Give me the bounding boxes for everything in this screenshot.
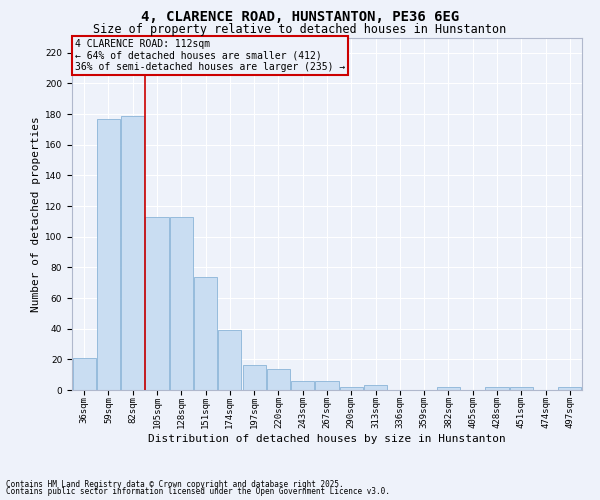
Bar — [170, 217, 193, 390]
Bar — [242, 366, 266, 390]
Text: Contains public sector information licensed under the Open Government Licence v3: Contains public sector information licen… — [6, 487, 390, 496]
Bar — [510, 387, 533, 390]
Bar — [73, 358, 95, 390]
Bar — [364, 386, 387, 390]
Text: 4 CLARENCE ROAD: 112sqm
← 64% of detached houses are smaller (412)
36% of semi-d: 4 CLARENCE ROAD: 112sqm ← 64% of detache… — [74, 40, 345, 72]
Bar — [145, 217, 169, 390]
Bar — [437, 387, 460, 390]
Text: Contains HM Land Registry data © Crown copyright and database right 2025.: Contains HM Land Registry data © Crown c… — [6, 480, 344, 489]
Bar — [218, 330, 241, 390]
Bar — [267, 368, 290, 390]
Bar — [340, 387, 363, 390]
Y-axis label: Number of detached properties: Number of detached properties — [31, 116, 41, 312]
Bar — [291, 381, 314, 390]
Bar — [194, 276, 217, 390]
Text: 4, CLARENCE ROAD, HUNSTANTON, PE36 6EG: 4, CLARENCE ROAD, HUNSTANTON, PE36 6EG — [141, 10, 459, 24]
Bar — [121, 116, 144, 390]
Bar — [97, 118, 120, 390]
Bar — [485, 387, 509, 390]
Text: Size of property relative to detached houses in Hunstanton: Size of property relative to detached ho… — [94, 22, 506, 36]
Bar — [559, 387, 581, 390]
Bar — [316, 381, 338, 390]
X-axis label: Distribution of detached houses by size in Hunstanton: Distribution of detached houses by size … — [148, 434, 506, 444]
